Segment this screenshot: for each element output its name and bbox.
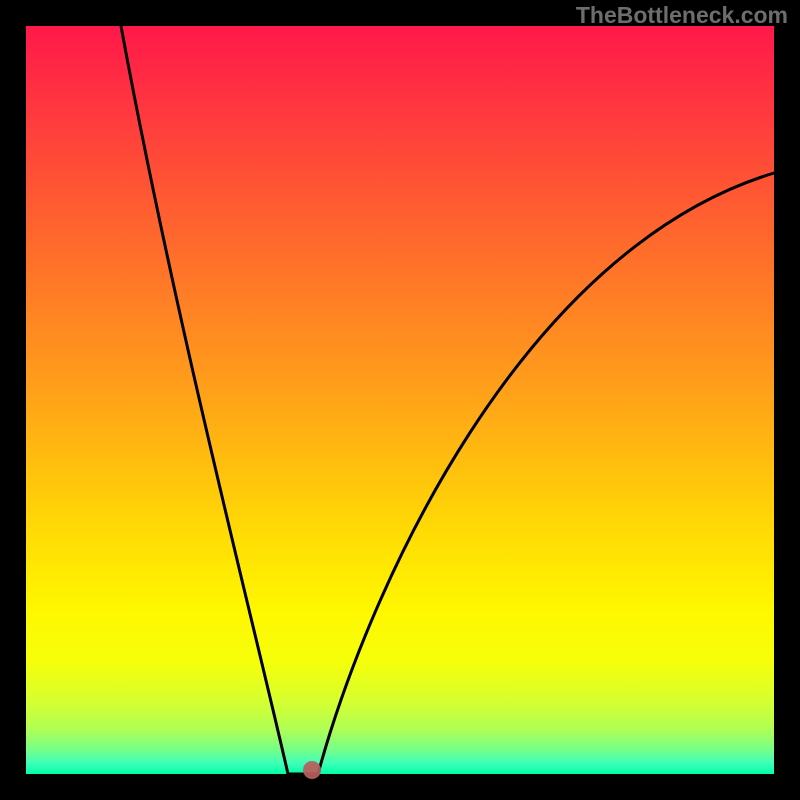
bottleneck-curve (0, 0, 800, 800)
watermark-text: TheBottleneck.com (576, 2, 788, 29)
optimal-point-marker (303, 761, 321, 779)
curve-path (121, 26, 774, 774)
